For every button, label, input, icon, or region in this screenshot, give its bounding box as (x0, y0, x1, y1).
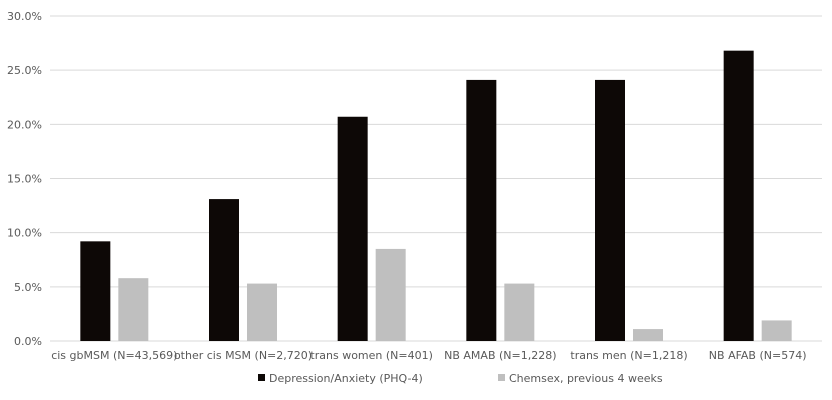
legend-swatch (258, 374, 265, 381)
y-tick-label: 30.0% (7, 10, 42, 23)
x-category-label: trans women (N=401) (310, 349, 432, 362)
bar-chemsex (247, 283, 277, 341)
legend-label: Depression/Anxiety (PHQ-4) (269, 372, 423, 385)
legend-swatch (498, 374, 505, 381)
y-axis-tick-labels: 0.0% 5.0% 10.0% 15.0% 20.0% 25.0% 30.0% (7, 10, 42, 348)
y-tick-label: 10.0% (7, 227, 42, 240)
y-tick-label: 15.0% (7, 173, 42, 186)
bar-depression (723, 50, 754, 342)
bar-chemsex (504, 283, 535, 341)
bar-depression (80, 241, 111, 341)
bar-depression (209, 199, 239, 341)
legend: Depression/Anxiety (PHQ-4) Chemsex, previ… (258, 372, 663, 385)
bar-depression (466, 79, 497, 342)
bar-depression (337, 116, 368, 341)
bar-chemsex (375, 248, 406, 341)
x-axis-category-labels: cis gbMSM (N=43,569)other cis MSM (N=2,7… (51, 349, 806, 362)
y-tick-label: 20.0% (7, 118, 42, 131)
y-tick-label: 5.0% (14, 281, 42, 294)
x-category-label: NB AFAB (N=574) (709, 349, 807, 362)
gridlines (50, 15, 822, 342)
x-category-label: NB AMAB (N=1,228) (444, 349, 556, 362)
x-category-label: trans men (N=1,218) (570, 349, 687, 362)
x-category-label: cis gbMSM (N=43,569) (51, 349, 177, 362)
bar-chemsex (761, 320, 792, 341)
legend-label: Chemsex, previous 4 weeks (509, 372, 663, 385)
bars (80, 50, 792, 342)
bar-depression (595, 79, 625, 342)
y-tick-label: 25.0% (7, 64, 42, 77)
bar-chemsex (118, 278, 149, 341)
x-category-label: other cis MSM (N=2,720) (174, 349, 312, 362)
y-tick-label: 0.0% (14, 335, 42, 348)
bar-chemsex (633, 329, 663, 341)
